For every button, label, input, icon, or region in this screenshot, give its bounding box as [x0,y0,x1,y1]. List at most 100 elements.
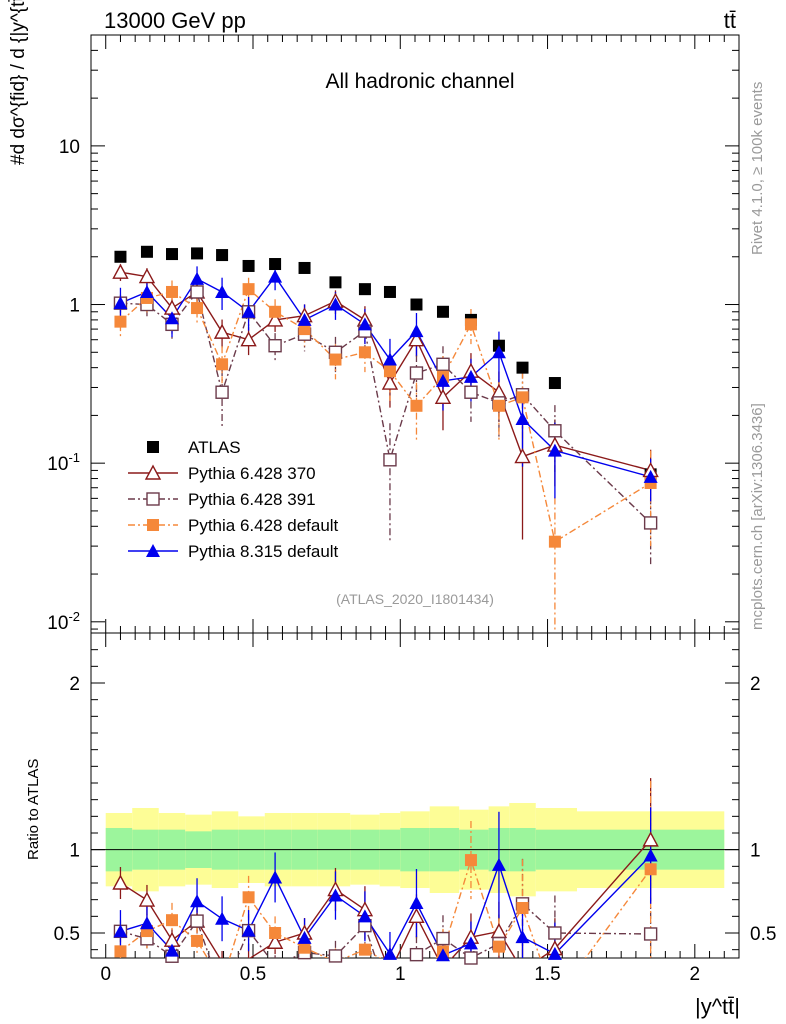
atlas-point [114,250,127,263]
legend-marker-atlas [147,441,159,453]
pythia-6-428-default-ratio-point [516,902,529,914]
x-tick-label: 1.5 [534,964,560,985]
y-tick-label: 1 [69,296,80,317]
pythia-6-428-default-ratio-point [114,945,127,958]
pythia-6-428-370-ratio-point [266,933,284,949]
legend-marker-pythia-6-428-default [147,519,159,531]
x-tick-label: 2 [690,964,701,985]
ratio-tick-label-right: 1 [750,841,761,862]
x-tick-label: 0.5 [240,964,266,985]
pythia-8-315-default-ratio-point [297,930,312,944]
y-tick-exponent: -1 [68,450,80,465]
pythia-6-428-default-point [410,399,423,412]
legend: ATLAS Pythia 6.428 370 Pythia 6.428 391 Pyt… [128,438,339,561]
x-axis-label: |y^tt̄| [695,994,740,1019]
pythia-6-428-391-ratio-point [436,931,450,946]
pythia-6-428-370-ratio-point [112,874,129,890]
pythia-6-428-default-point [269,305,282,318]
pythia-6-428-370-point [408,331,425,347]
pythia-6-428-370-ratio-point [408,907,425,924]
pythia-8-315-default-ratio-point [328,888,343,902]
atlas-point [329,276,342,289]
ratio-tick-label-left: 2 [69,674,80,695]
pythia-6-428-391-ratio-point [643,927,658,941]
pythia-6-428-default-ratio-point [166,914,178,927]
pythia-6-428-391-point [409,366,424,380]
pythia-8-315-default-ratio-point [409,896,424,909]
y-tick-label: 10 [59,137,80,158]
atlas-point [242,259,255,272]
pythia-8-315-default-point [165,311,179,325]
data-markers [112,245,659,965]
atlas-point [298,261,311,274]
atlas-point [166,248,178,261]
pythia-8-315-default-ratio-point [165,943,179,957]
pythia-8-315-default-point [409,324,424,338]
pythia-8-315-default-ratio-point [435,948,450,962]
atlas-point [358,283,371,296]
pythia-8-315-default-ratio-point [463,936,478,950]
pythia-8-315-default-ratio-point [357,909,372,923]
legend-marker-pythia-6-428-391 [146,492,160,506]
pythia-8-315-default-ratio-point [139,916,154,930]
pythia-8-315-default-ratio-point [113,924,128,938]
pythia-8-315-default-point [357,317,372,331]
pythia-8-315-default-ratio-point [515,930,530,944]
ratio-tick-label-right: 0.5 [750,924,776,945]
pythia-6-428-default-ratio-point [644,863,657,876]
atlas-point [516,361,529,374]
pythia-6-428-default-point [191,302,204,315]
pythia-6-428-default-ratio-point [269,927,282,939]
pythia-6-428-default-point [329,353,342,366]
pythia-6-428-391-line [120,290,652,524]
legend-label-pythia-8-315-default: Pythia 8.315 default [188,542,339,561]
pythia-6-428-370-point [112,263,129,279]
ratio-y-axis-label: Ratio to ATLAS [25,759,42,860]
pythia-6-428-370-point [381,374,399,390]
pythia-6-428-391-point [268,339,282,353]
pythia-6-428-370-point [434,388,452,405]
pythia-8-315-default-ratio-point [190,894,205,908]
pythia-6-428-370-point [266,311,284,327]
atlas-point [436,305,449,318]
pythia-6-428-default-point [492,399,505,412]
x-tick-label: 0 [100,964,111,985]
y-tick-exponent: -2 [68,609,80,624]
pythia-6-428-default-point [216,358,229,371]
pythia-8-315-default-point [491,345,506,359]
atlas-point [548,377,561,390]
final-state-label: tt̄ [724,8,736,33]
pythia-6-428-370-point [240,331,257,347]
legend-label-pythia-6-428-default: Pythia 6.428 default [188,516,339,535]
pythia-6-428-default-point [383,365,396,378]
y-tick-label: 10-1 [47,450,80,475]
pythia-6-428-default-ratio-point [492,940,505,953]
analysis-watermark: (ATLAS_2020_I1801434) [336,591,494,607]
pythia-8-315-default-ratio-point [268,870,283,884]
ratio-tick-label-left: 1 [69,841,80,862]
pythia-8-315-default-ratio-point [643,848,658,862]
pythia-6-428-default-point [114,315,127,328]
pythia-6-428-default-ratio-point [358,943,371,956]
rivet-version-label: Rivet 4.1.0, ≥ 100k events [749,82,766,255]
mcplots-label: mcplots.cern.ch [arXiv:1306.3436] [749,403,766,630]
atlas-point [216,249,229,262]
pythia-6-428-391-point [643,516,658,530]
pythia-8-315-default-ratio-point [382,946,397,960]
y-axis-label: #d dσ^{fid} / d {|y^{tt̄}|} [pb] [8,0,29,165]
pythia-8-315-default-ratio-point [547,946,562,960]
y-tick-label: 10-2 [47,609,80,634]
pythia-8-315-default-ratio-point [491,857,506,871]
ratio-plot-frame [90,632,740,959]
pythia-8-315-default-point [268,269,283,283]
pythia-8-315-default-ratio-line [120,855,652,957]
pythia-6-428-391-ratio-point [190,914,204,928]
pythia-6-428-default-point [516,391,529,404]
pythia-8-315-default-point [328,297,343,311]
pythia-6-428-default-ratio-point [464,854,477,867]
x-tick-label: 1 [395,964,406,985]
pythia-8-315-default-point [515,411,530,425]
pythia-6-428-391-ratio-point [548,926,562,940]
pythia-6-428-391-ratio-point [464,951,478,965]
pythia-8-315-default-point [382,352,397,366]
